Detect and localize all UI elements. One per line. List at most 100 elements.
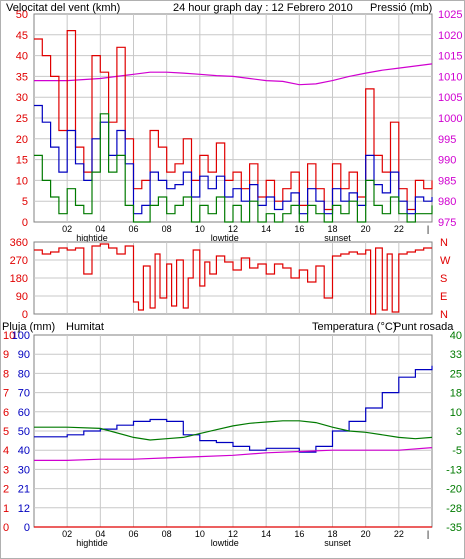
rain-humidity-temp-panel: 0 0 -35 1 12 -28 2 21 -20 3 30 -13 4 40 -5 5 50 3 6 60 10 7 70… [2, 321, 462, 548]
wind-pressure-panel: 0510152025303540455097598098599099510001… [6, 2, 462, 243]
humidity-tick-label: 100 [12, 330, 30, 342]
direction-tick-label: 90 [16, 291, 28, 303]
series-pressi--line [34, 63, 433, 86]
pressure-tick-label: 1025 [438, 9, 462, 21]
x-tick-label: 06 [128, 529, 138, 539]
humidity-tick-label: 70 [18, 388, 30, 400]
rain-tick-label: 8 [3, 368, 9, 380]
pressure-tick-label: 980 [438, 196, 456, 208]
humidity-axis-label: Humitat [66, 321, 104, 333]
hightide-annotation-bottom: hightide [76, 538, 108, 548]
x-tick-label: 22 [394, 529, 404, 539]
x-tick-label: 02 [62, 224, 72, 234]
x-tick-label: 20 [361, 224, 371, 234]
humidity-tick-label: 60 [18, 407, 30, 419]
humidity-tick-label: 40 [18, 445, 30, 457]
chart-title: 24 hour graph day : 12 Febrero 2010 [173, 2, 353, 14]
pressure-tick-label: 985 [438, 175, 456, 187]
pressure-tick-label: 995 [438, 134, 456, 146]
wind-direction-panel: 0 N 90 E 180 S 270 W 360 N [10, 237, 451, 321]
wind-tick-label: 10 [16, 175, 28, 187]
rain-tick-label: 0 [3, 522, 9, 534]
x-tick-label: 10 [195, 529, 205, 539]
x-tick-label: 22 [394, 224, 404, 234]
pressure-tick-label: 1010 [438, 71, 462, 83]
rain-tick-label: 9 [3, 349, 9, 361]
humidity-tick-label: 0 [24, 522, 30, 534]
x-tick-label: 02 [62, 529, 72, 539]
wind-tick-label: 15 [16, 155, 28, 167]
wind-tick-label: 0 [22, 217, 28, 229]
temperature-tick-label: -5 [452, 445, 462, 457]
temperature-tick-label: 3 [456, 426, 462, 438]
series-ratxa-line [34, 30, 433, 211]
temperature-tick-label: -35 [446, 522, 462, 534]
x-tick-label: 08 [162, 529, 172, 539]
compass-label: W [440, 255, 451, 267]
rain-tick-label: 10 [3, 330, 15, 342]
temperature-tick-label: 25 [450, 368, 462, 380]
pressure-tick-label: 975 [438, 217, 456, 229]
rain-tick-label: 3 [3, 464, 9, 476]
direction-tick-label: 360 [10, 237, 28, 249]
direction-tick-label: 270 [10, 255, 28, 267]
humidity-tick-label: 80 [18, 368, 30, 380]
rain-tick-label: 4 [3, 445, 9, 457]
dewpoint-axis-label: Punt rosada [394, 321, 454, 333]
x-tick-label: 12 [228, 529, 238, 539]
sunset-annotation: sunset [324, 233, 351, 243]
pressure-tick-label: 990 [438, 155, 456, 167]
wind-tick-label: 40 [16, 51, 28, 63]
rain-tick-label: 2 [3, 484, 9, 496]
x-tick-label: 16 [294, 529, 304, 539]
temperature-tick-label: -20 [446, 484, 462, 496]
temperature-axis-label: Temperatura (°C) [312, 321, 396, 333]
rain-tick-label: 1 [3, 503, 9, 515]
lowtide-annotation-bottom: lowtide [211, 538, 239, 548]
temperature-tick-label: 10 [450, 407, 462, 419]
x-tick-label: 06 [128, 224, 138, 234]
x-tick-label: 04 [95, 529, 105, 539]
humidity-tick-label: 30 [18, 464, 30, 476]
rain-tick-label: 5 [3, 426, 9, 438]
pressure-tick-label: 1020 [438, 30, 462, 42]
x-tick-label: 10 [195, 224, 205, 234]
humidity-tick-label: 90 [18, 349, 30, 361]
wind-tick-label: 35 [16, 71, 28, 83]
humidity-tick-label: 12 [18, 503, 30, 515]
wind-tick-label: 25 [16, 113, 28, 125]
wind-tick-label: 30 [16, 92, 28, 104]
x-tick-label: 08 [162, 224, 172, 234]
rain-tick-label: 7 [3, 388, 9, 400]
temperature-tick-label: 18 [450, 388, 462, 400]
pressure-tick-label: 1005 [438, 92, 462, 104]
humidity-tick-label: 50 [18, 426, 30, 438]
humidity-tick-label: 21 [18, 484, 30, 496]
x-end-tick-label: | [427, 224, 429, 234]
series-temperatura-line [34, 420, 433, 441]
temperature-tick-label: 33 [450, 349, 462, 361]
pressure-tick-label: 1015 [438, 51, 462, 63]
pressure-tick-label: 1000 [438, 113, 462, 125]
series-direcci-del-vent-line [34, 243, 432, 315]
x-tick-label: 20 [361, 529, 371, 539]
temperature-tick-label: -13 [446, 464, 462, 476]
sunset-annotation-bottom: sunset [324, 538, 351, 548]
x-tick-label: 18 [327, 529, 337, 539]
temperature-tick-label: -28 [446, 503, 462, 515]
wind-tick-label: 5 [22, 196, 28, 208]
temperature-tick-label: 40 [450, 330, 462, 342]
x-tick-label: 04 [95, 224, 105, 234]
x-tick-label: 16 [294, 224, 304, 234]
hightide-annotation: hightide [76, 233, 108, 243]
wind-tick-label: 45 [16, 30, 28, 42]
pressure-axis-label: Pressió (mb) [370, 2, 432, 14]
compass-label: N [440, 237, 448, 249]
series-punt-rosada-line [34, 447, 433, 461]
compass-label: N [440, 309, 448, 321]
x-end-tick-label: | [427, 529, 429, 539]
series-humitat-line [34, 365, 433, 453]
x-tick-label: 14 [261, 529, 271, 539]
direction-tick-label: 0 [22, 309, 28, 321]
